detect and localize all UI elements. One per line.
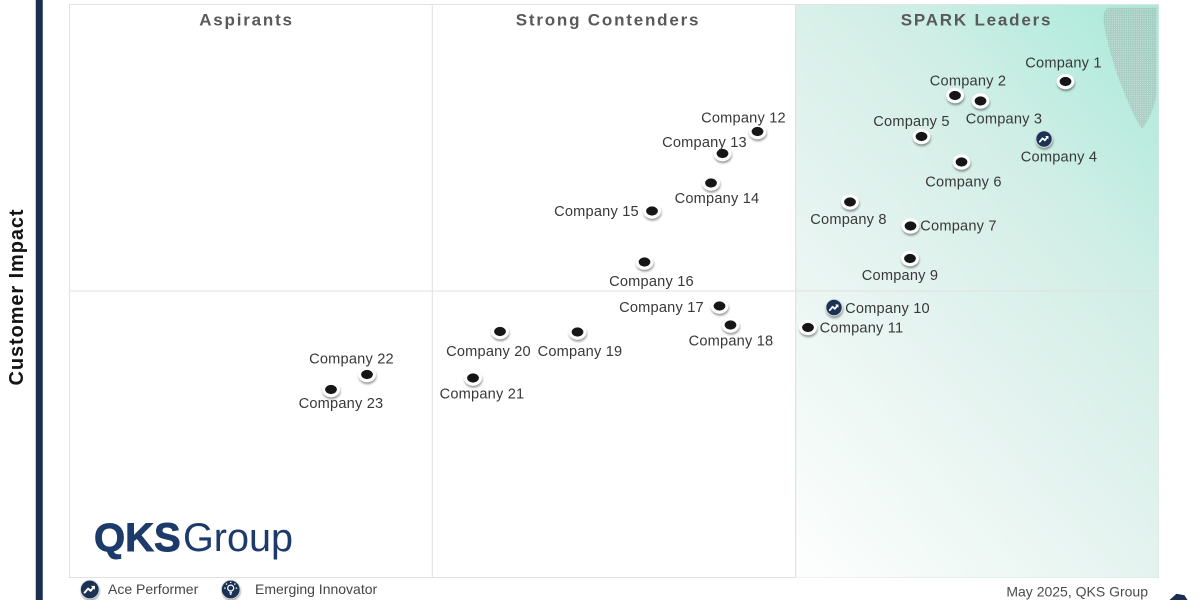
svg-text:Company 2: Company 2: [930, 74, 1006, 90]
svg-text:Group: Group: [183, 516, 293, 560]
svg-text:May 2025, QKS Group: May 2025, QKS Group: [1006, 584, 1148, 600]
svg-text:Company 4: Company 4: [1021, 150, 1097, 166]
svg-text:Company 16: Company 16: [609, 274, 694, 290]
svg-text:Company 20: Company 20: [446, 344, 531, 360]
svg-text:Company 6: Company 6: [925, 175, 1001, 191]
svg-text:Company 5: Company 5: [873, 114, 949, 130]
svg-text:Company 18: Company 18: [689, 334, 774, 350]
svg-text:Company 7: Company 7: [920, 219, 996, 235]
svg-text:Ace Performer: Ace Performer: [108, 581, 199, 597]
svg-text:QKS: QKS: [94, 516, 181, 560]
svg-text:Strong Contenders: Strong Contenders: [516, 11, 701, 30]
svg-text:Company 23: Company 23: [299, 396, 384, 412]
svg-text:Company 21: Company 21: [440, 387, 525, 403]
svg-text:Company 13: Company 13: [662, 135, 747, 151]
svg-text:Company 22: Company 22: [309, 352, 394, 368]
svg-text:Company 3: Company 3: [966, 112, 1042, 128]
svg-text:Company 19: Company 19: [538, 344, 623, 360]
svg-text:Company 17: Company 17: [619, 300, 704, 316]
svg-text:Aspirants: Aspirants: [199, 11, 294, 30]
svg-text:Company 8: Company 8: [810, 212, 886, 228]
svg-text:Company 12: Company 12: [701, 111, 786, 127]
svg-text:Emerging Innovator: Emerging Innovator: [255, 581, 378, 597]
svg-text:Company 15: Company 15: [554, 204, 639, 220]
svg-text:SPARK Leaders: SPARK Leaders: [901, 11, 1053, 30]
svg-text:Company 11: Company 11: [820, 321, 904, 337]
svg-text:Company 9: Company 9: [862, 268, 938, 284]
svg-text:Company 10: Company 10: [845, 301, 930, 317]
svg-text:Company 14: Company 14: [675, 191, 760, 207]
svg-text:Company 1: Company 1: [1025, 56, 1101, 72]
svg-text:Customer Impact: Customer Impact: [6, 209, 28, 386]
